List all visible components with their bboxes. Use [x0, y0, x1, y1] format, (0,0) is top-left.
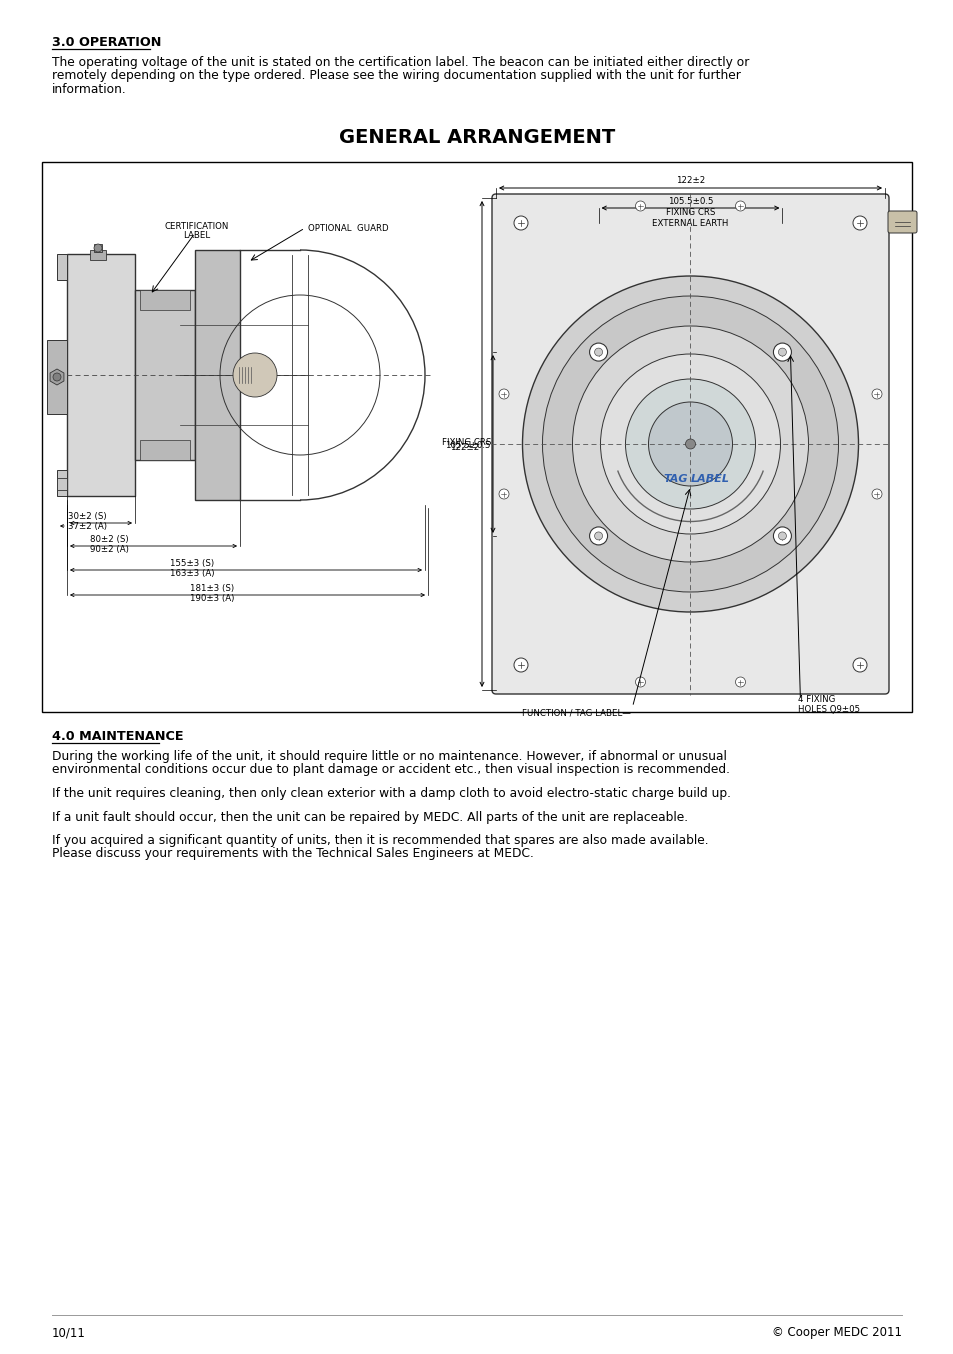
- Text: FIXING CRS: FIXING CRS: [665, 209, 715, 217]
- Text: 105.5±0.5: 105.5±0.5: [667, 196, 713, 206]
- Circle shape: [589, 527, 607, 544]
- Text: information.: information.: [52, 83, 127, 96]
- Circle shape: [871, 489, 882, 500]
- Text: 90±2 (A): 90±2 (A): [90, 546, 129, 554]
- Text: 3.0 OPERATION: 3.0 OPERATION: [52, 37, 161, 49]
- Bar: [90, 250, 106, 260]
- Bar: [135, 290, 194, 460]
- Circle shape: [735, 200, 744, 211]
- Bar: [194, 250, 240, 500]
- Text: LABEL: LABEL: [183, 232, 211, 240]
- Circle shape: [572, 326, 807, 562]
- Circle shape: [498, 389, 509, 399]
- Text: HOLES Ϙ9±05: HOLES Ϙ9±05: [798, 705, 860, 714]
- Text: © Cooper MEDC 2011: © Cooper MEDC 2011: [771, 1326, 901, 1339]
- Bar: [67, 255, 135, 496]
- Text: OPTIONAL  GUARD: OPTIONAL GUARD: [308, 223, 388, 233]
- Circle shape: [773, 343, 791, 362]
- Text: If you acquired a significant quantity of units, then it is recommended that spa: If you acquired a significant quantity o…: [52, 834, 708, 848]
- Text: LABEL: LABEL: [690, 474, 729, 483]
- Text: 80±2 (S): 80±2 (S): [90, 535, 129, 544]
- Bar: [57, 478, 67, 490]
- Bar: [42, 162, 911, 712]
- Text: 30±2 (S): 30±2 (S): [68, 512, 107, 521]
- Text: FIXING CRS: FIXING CRS: [441, 437, 491, 447]
- Bar: [140, 290, 190, 310]
- Bar: [57, 255, 67, 280]
- Circle shape: [685, 439, 695, 450]
- Text: 122±2: 122±2: [449, 443, 478, 452]
- Text: If the unit requires cleaning, then only clean exterior with a damp cloth to avo: If the unit requires cleaning, then only…: [52, 787, 730, 800]
- Text: If a unit fault should occur, then the unit can be repaired by MEDC. All parts o: If a unit fault should occur, then the u…: [52, 811, 687, 823]
- Circle shape: [589, 343, 607, 362]
- Circle shape: [852, 217, 866, 230]
- Circle shape: [773, 527, 791, 544]
- Circle shape: [498, 489, 509, 500]
- Circle shape: [233, 353, 276, 397]
- Circle shape: [635, 677, 645, 686]
- Text: environmental conditions occur due to plant damage or accident etc., then visual: environmental conditions occur due to pl…: [52, 764, 729, 776]
- FancyBboxPatch shape: [492, 194, 888, 695]
- Text: 122±2: 122±2: [675, 176, 704, 185]
- Circle shape: [625, 379, 755, 509]
- Text: 181±3 (S): 181±3 (S): [190, 584, 233, 593]
- Circle shape: [522, 276, 858, 612]
- Bar: [47, 340, 67, 414]
- Circle shape: [778, 532, 785, 540]
- Circle shape: [735, 677, 744, 686]
- Text: 105.5±0.5: 105.5±0.5: [445, 441, 491, 450]
- Text: 190±3 (A): 190±3 (A): [190, 594, 234, 603]
- Circle shape: [53, 372, 61, 380]
- Circle shape: [594, 348, 602, 356]
- Circle shape: [514, 658, 527, 672]
- Polygon shape: [50, 370, 64, 385]
- Circle shape: [871, 389, 882, 399]
- Text: GENERAL ARRANGEMENT: GENERAL ARRANGEMENT: [338, 129, 615, 148]
- Text: EXTERNAL EARTH: EXTERNAL EARTH: [652, 219, 728, 227]
- Circle shape: [514, 217, 527, 230]
- Circle shape: [778, 348, 785, 356]
- Text: The operating voltage of the unit is stated on the certification label. The beac: The operating voltage of the unit is sta…: [52, 56, 749, 69]
- Bar: [94, 244, 102, 252]
- Circle shape: [594, 532, 602, 540]
- Circle shape: [648, 402, 732, 486]
- Circle shape: [542, 297, 838, 592]
- Text: 163±3 (A): 163±3 (A): [170, 569, 214, 578]
- Text: TAG: TAG: [662, 474, 687, 483]
- Circle shape: [94, 244, 102, 252]
- Text: 155±3 (S): 155±3 (S): [170, 559, 213, 567]
- FancyBboxPatch shape: [887, 211, 916, 233]
- Circle shape: [635, 200, 645, 211]
- Text: 4.0 MAINTENANCE: 4.0 MAINTENANCE: [52, 730, 183, 743]
- Text: 10/11: 10/11: [52, 1326, 86, 1339]
- Text: FUNCTION / TAG LABEL—: FUNCTION / TAG LABEL—: [521, 708, 630, 718]
- Circle shape: [852, 658, 866, 672]
- Text: During the working life of the unit, it should require little or no maintenance.: During the working life of the unit, it …: [52, 750, 726, 764]
- Text: 37±2 (A): 37±2 (A): [68, 523, 107, 531]
- Text: CERTIFICATION: CERTIFICATION: [165, 222, 229, 232]
- Text: 4 FIXING: 4 FIXING: [798, 695, 835, 704]
- Bar: [140, 440, 190, 460]
- Text: remotely depending on the type ordered. Please see the wiring documentation supp: remotely depending on the type ordered. …: [52, 69, 740, 83]
- Bar: [57, 470, 67, 496]
- Text: Please discuss your requirements with the Technical Sales Engineers at MEDC.: Please discuss your requirements with th…: [52, 848, 534, 861]
- Circle shape: [599, 353, 780, 533]
